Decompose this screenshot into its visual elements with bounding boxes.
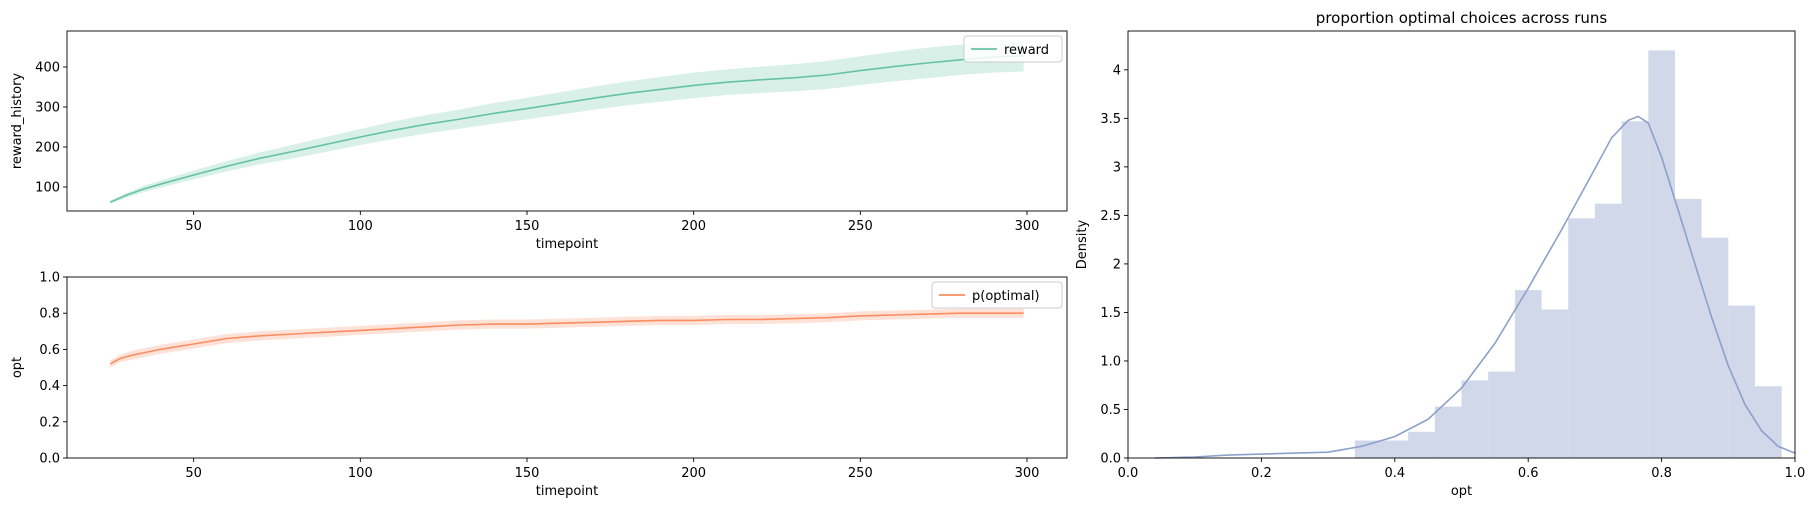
chart-title-2: proportion optimal choices across runs bbox=[1316, 9, 1608, 27]
axes-frame-2 bbox=[1127, 30, 1796, 459]
hist-bar-4 bbox=[1461, 380, 1489, 458]
hist-bar-1 bbox=[1381, 440, 1409, 458]
hist-bar-3 bbox=[1434, 406, 1462, 458]
x-tick-label-1-0: 50 bbox=[185, 466, 202, 481]
hist-bar-6 bbox=[1514, 290, 1542, 458]
x-tick-label-1-2: 150 bbox=[515, 466, 540, 481]
series-line-0-0 bbox=[109, 55, 1024, 203]
y-axis-label-0: reward_history bbox=[10, 73, 25, 170]
y-tick-label-1-3: 0.6 bbox=[39, 343, 60, 358]
x-tick-label-1-3: 200 bbox=[681, 466, 706, 481]
kde-line bbox=[1154, 115, 1796, 459]
confidence-band-0-0 bbox=[110, 40, 1024, 204]
x-tick-label-2-3: 0.6 bbox=[1518, 466, 1539, 481]
y-tick-label-1-0: 0.0 bbox=[39, 452, 60, 467]
chart-panel-0: 50 100 150 200 250 300 100 200 300 400 timepoint re… bbox=[10, 30, 1068, 252]
series-line-1-0 bbox=[109, 312, 1024, 365]
y-tick-label-0-2: 300 bbox=[35, 101, 60, 116]
y-tick-label-2-8: 4 bbox=[1113, 63, 1121, 78]
x-axis-label-2: opt bbox=[1451, 484, 1472, 499]
y-tick-label-2-7: 3.5 bbox=[1100, 112, 1121, 127]
x-axis-label-1: timepoint bbox=[536, 484, 599, 499]
x-tick-label-0-3: 200 bbox=[681, 219, 706, 234]
y-tick-label-2-4: 2 bbox=[1113, 257, 1121, 272]
hist-bar-0 bbox=[1354, 440, 1382, 458]
y-tick-label-1-1: 0.2 bbox=[39, 415, 60, 430]
y-axis-label-2: Density bbox=[1075, 219, 1090, 269]
y-tick-label-0-3: 400 bbox=[35, 61, 60, 76]
y-tick-label-1-5: 1.0 bbox=[39, 271, 60, 286]
y-tick-label-2-0: 0.0 bbox=[1100, 452, 1121, 467]
y-tick-label-2-6: 3 bbox=[1113, 160, 1121, 175]
y-tick-label-2-5: 2.5 bbox=[1100, 209, 1121, 224]
hist-bar-10 bbox=[1621, 121, 1649, 459]
x-tick-label-2-4: 0.8 bbox=[1651, 466, 1672, 481]
y-tick-label-1-4: 0.8 bbox=[39, 307, 60, 322]
y-tick-label-2-3: 1.5 bbox=[1100, 306, 1121, 321]
y-tick-label-2-2: 1.0 bbox=[1100, 354, 1121, 369]
y-tick-label-1-2: 0.4 bbox=[39, 379, 60, 394]
y-axis-label-1: opt bbox=[10, 357, 25, 378]
legend-label-0: reward bbox=[1004, 43, 1049, 58]
x-tick-label-0-2: 150 bbox=[515, 219, 540, 234]
chart-panel-1: 50 100 150 200 250 300 0.0 0.2 0.4 0.6 0.8 1.0 timep… bbox=[10, 271, 1068, 499]
x-tick-label-1-5: 300 bbox=[1015, 466, 1040, 481]
axes-frame-0 bbox=[66, 30, 1068, 212]
hist-bar-7 bbox=[1541, 309, 1569, 458]
x-tick-label-1-1: 100 bbox=[348, 466, 373, 481]
legend-0: reward bbox=[963, 35, 1063, 63]
x-tick-label-0-1: 100 bbox=[348, 219, 373, 234]
x-tick-label-1-4: 250 bbox=[848, 466, 873, 481]
x-tick-label-0-0: 50 bbox=[185, 219, 202, 234]
hist-bar-2 bbox=[1408, 431, 1435, 458]
x-tick-label-0-4: 250 bbox=[848, 219, 873, 234]
legend-label-1: p(optimal) bbox=[972, 289, 1040, 304]
hist-bar-14 bbox=[1728, 305, 1755, 458]
hist-bar-13 bbox=[1701, 237, 1729, 458]
x-axis-label-0: timepoint bbox=[536, 237, 599, 252]
hist-bar-8 bbox=[1568, 218, 1595, 458]
hist-bar-15 bbox=[1755, 386, 1782, 458]
legend-box-0 bbox=[963, 35, 1063, 63]
hist-bar-11 bbox=[1648, 50, 1675, 459]
y-tick-label-0-1: 200 bbox=[35, 141, 60, 156]
chart-panel-2: 0.0 0.2 0.4 0.6 0.8 1.0 0.0 0.5 1.0 1.5 2 2.5 3 3.5 4 o… bbox=[1075, 9, 1805, 499]
y-tick-label-0-0: 100 bbox=[35, 181, 60, 196]
x-tick-label-2-5: 1.0 bbox=[1785, 466, 1806, 481]
hist-bar-5 bbox=[1488, 371, 1515, 458]
hist-bar-9 bbox=[1594, 203, 1622, 458]
legend-1: p(optimal) bbox=[931, 281, 1063, 309]
legend-box-1 bbox=[931, 281, 1063, 309]
hist-bar-12 bbox=[1674, 198, 1702, 458]
axes-frame-1 bbox=[66, 276, 1068, 459]
x-tick-label-0-5: 300 bbox=[1015, 219, 1040, 234]
x-tick-label-2-1: 0.2 bbox=[1251, 466, 1272, 481]
x-tick-label-2-0: 0.0 bbox=[1118, 466, 1139, 481]
y-tick-label-2-1: 0.5 bbox=[1100, 403, 1121, 418]
x-tick-label-2-2: 0.4 bbox=[1384, 466, 1405, 481]
confidence-band-1-0 bbox=[110, 308, 1024, 368]
